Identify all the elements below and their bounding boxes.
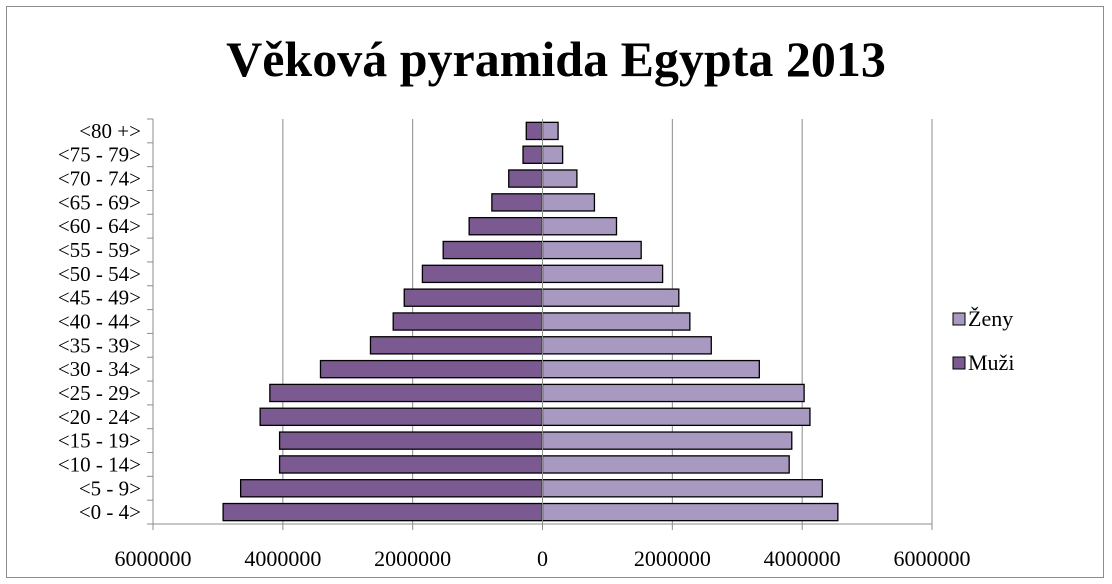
bars [222,121,839,522]
bar-muzi-5 [269,383,544,403]
bar-zeny-0 [541,502,839,522]
y-tick-label: <10 - 14> [58,452,141,476]
chart-title: Věková pyramida Egypta 2013 [226,31,886,87]
bar-muzi-3 [278,431,544,450]
x-tick-label: 4000000 [244,546,321,571]
y-tick-label: <60 - 64> [58,214,141,238]
x-axis-tick-labels: 6000000 4000000 2000000 0 2000000 4000000 6000… [115,546,971,571]
y-tick-label: <50 - 54> [58,262,141,286]
bar-muzi-8 [392,312,544,331]
legend-swatch [952,356,966,370]
bar-muzi-6 [319,359,544,379]
legend-swatch [952,312,966,326]
x-tick-label: 6000000 [894,546,971,571]
bar-zeny-15 [541,145,564,164]
y-tick-label: <25 - 29> [58,381,141,405]
bar-zeny-9 [541,288,680,307]
y-tick-label: <65 - 69> [58,190,141,214]
legend-label: Muži [968,350,1014,375]
bar-zeny-12 [541,216,618,236]
bar-zeny-8 [541,312,691,331]
bar-zeny-1 [541,479,823,498]
y-tick-label: <70 - 74> [58,167,141,191]
bar-zeny-3 [541,431,793,450]
y-tick-label: <35 - 39> [58,333,141,357]
axes [147,118,933,530]
bar-zeny-7 [541,336,712,355]
y-tick-label: <30 - 34> [58,357,141,381]
bar-muzi-14 [508,169,544,188]
y-tick-label: <40 - 44> [58,310,141,334]
x-tick-label: 2000000 [634,546,711,571]
y-tick-label: <75 - 79> [58,143,141,167]
y-tick-label: <45 - 49> [58,286,141,310]
bar-zeny-2 [541,455,790,474]
y-tick-label: <15 - 19> [58,429,141,453]
x-tick-label: 2000000 [374,546,451,571]
bar-muzi-7 [369,336,544,355]
legend: Ženy Muži [952,306,1014,375]
y-tick-label: <5 - 9> [79,476,141,500]
bar-zeny-14 [541,169,578,188]
y-tick-label: <0 - 4> [79,500,141,524]
x-tick-label: 0 [537,546,548,571]
bar-muzi-4 [259,407,544,427]
legend-label: Ženy [968,306,1013,331]
bar-zeny-6 [541,359,760,379]
bar-muzi-9 [403,288,544,307]
y-tick-label: <20 - 24> [58,405,141,429]
y-axis-tick-labels: <0 - 4><5 - 9><10 - 14><15 - 19><20 - 24… [58,119,141,524]
x-tick-label: 4000000 [764,546,841,571]
bar-zeny-5 [541,383,805,403]
bar-zeny-13 [541,193,596,212]
x-tick-label: 6000000 [115,546,192,571]
bar-muzi-2 [278,455,544,474]
bar-zeny-16 [541,121,559,141]
y-tick-label: <55 - 59> [58,238,141,262]
bar-muzi-10 [421,264,544,284]
y-tick-label: <80 +> [79,119,141,143]
bar-muzi-15 [522,145,544,164]
bar-muzi-16 [525,121,544,141]
bar-muzi-0 [222,502,544,522]
bar-zeny-4 [541,407,811,427]
bar-muzi-1 [239,479,544,498]
bar-muzi-12 [468,216,544,236]
bar-muzi-13 [491,193,544,212]
bar-zeny-10 [541,264,664,284]
bar-muzi-11 [442,240,544,260]
bar-zeny-11 [541,240,642,260]
